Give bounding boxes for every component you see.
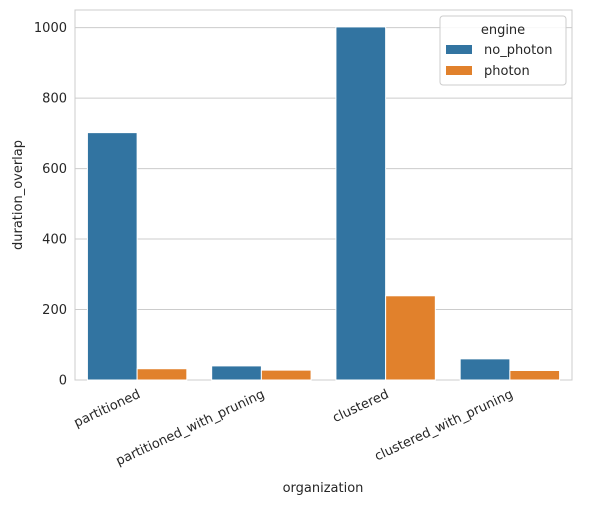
bar-partitioned_with_pruning-photon	[260, 369, 312, 381]
y-tick-label: 200	[42, 303, 67, 318]
y-tick-label: 800	[42, 92, 67, 107]
bar-clustered_with_pruning-photon	[509, 369, 561, 381]
y-tick-label: 600	[42, 162, 67, 177]
y-tick-labels: 0 200 400 600 800 1000	[34, 21, 67, 388]
legend-label-no-photon: no_photon	[484, 43, 552, 58]
bars	[86, 26, 561, 381]
bar-partitioned_with_pruning-no_photon	[211, 365, 262, 381]
bar-clustered-photon	[385, 295, 436, 381]
x-tick-label: clustered_with_pruning	[372, 387, 515, 464]
bar-clustered-no_photon	[335, 26, 387, 381]
x-tick-label: clustered	[330, 387, 391, 426]
bar-partitioned-photon	[136, 368, 188, 381]
legend: engine no_photon photon	[439, 15, 567, 86]
y-axis-label: duration_overlap	[11, 140, 26, 250]
legend-label-photon: photon	[484, 64, 530, 79]
legend-swatch-no-photon	[446, 45, 472, 54]
legend-swatch-photon	[446, 66, 472, 75]
x-axis-label: organization	[283, 481, 364, 496]
y-tick-label: 1000	[34, 21, 67, 36]
bar-partitioned-no_photon	[86, 132, 138, 381]
y-tick-label: 0	[59, 374, 67, 389]
y-tick-label: 400	[42, 233, 67, 248]
bar-clustered_with_pruning-no_photon	[459, 358, 511, 381]
x-tick-label: partitioned	[72, 387, 143, 431]
legend-title: engine	[481, 23, 525, 38]
